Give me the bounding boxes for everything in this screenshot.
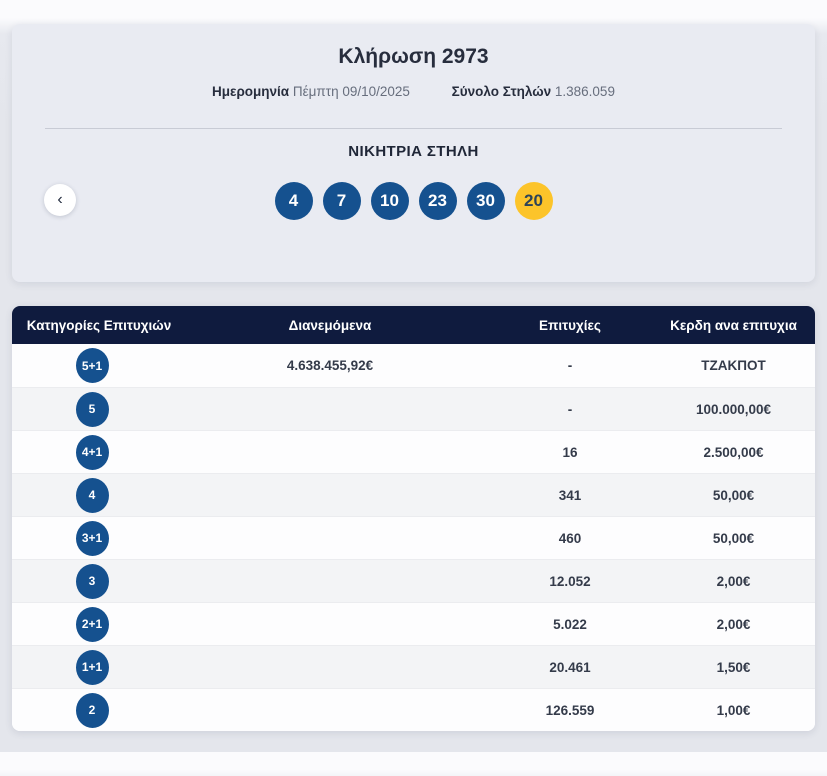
wins-value: - bbox=[567, 358, 573, 373]
header-prize: Κερδη ανα επιτυχια bbox=[670, 317, 797, 333]
table-row: 4+1 16 2.500,00€ bbox=[12, 430, 815, 473]
previous-draw-button[interactable]: ‹ bbox=[44, 184, 76, 216]
category-badge: 2 bbox=[75, 692, 109, 728]
wins-value: 5.022 bbox=[553, 616, 587, 632]
table-row: 2 126.559 1,00€ bbox=[12, 688, 815, 731]
draw-date: Ημερομηνία Πέμπτη 09/10/2025 bbox=[212, 84, 410, 100]
category-badge: 1+1 bbox=[75, 649, 109, 685]
table-row: 1+1 20.461 1,50€ bbox=[12, 645, 815, 688]
winning-column-title: ΝΙΚΗΤΡΙΑ ΣΤΗΛΗ bbox=[348, 143, 479, 160]
prize-value: 2.500,00€ bbox=[703, 444, 764, 460]
header-wins: Επιτυχίες bbox=[539, 317, 601, 333]
winning-number-ball: 10 bbox=[370, 182, 409, 220]
prize-value: 1,00€ bbox=[716, 702, 751, 718]
winning-number-ball: 30 bbox=[466, 182, 505, 220]
prize-value: 2,00€ bbox=[716, 573, 751, 589]
table-header-row: Κατηγορίες Επιτυχιών Διανεμόμενα Επιτυχί… bbox=[12, 306, 815, 344]
prize-value: 100.000,00€ bbox=[695, 401, 772, 417]
table-row: 5+1 4.638.455,92€ - ΤΖΑΚΠΟΤ bbox=[12, 344, 815, 387]
draw-meta: Ημερομηνία Πέμπτη 09/10/2025 Σύνολο Στηλ… bbox=[12, 84, 815, 100]
table-body: 5+1 4.638.455,92€ - ΤΖΑΚΠΟΤ 5 - 100.000,… bbox=[12, 344, 815, 731]
total-columns: Σύνολο Στηλών 1.386.059 bbox=[452, 84, 615, 100]
wins-value: - bbox=[567, 401, 573, 417]
date-label: Ημερομηνία bbox=[212, 84, 290, 99]
prize-categories-table: Κατηγορίες Επιτυχιών Διανεμόμενα Επιτυχί… bbox=[12, 306, 815, 731]
table-row: 2+1 5.022 2,00€ bbox=[12, 602, 815, 645]
distributed-value: 4.638.455,92€ bbox=[286, 358, 374, 373]
category-badge: 5+1 bbox=[75, 348, 109, 383]
table-row: 5 - 100.000,00€ bbox=[12, 387, 815, 430]
winning-number-ball: 4 bbox=[274, 182, 313, 220]
category-badge: 2+1 bbox=[75, 606, 109, 642]
prize-value: 50,00€ bbox=[712, 530, 755, 546]
wins-value: 126.559 bbox=[545, 702, 595, 718]
category-badge: 3+1 bbox=[75, 520, 109, 556]
draw-summary-card: Κλήρωση 2973 Ημερομηνία Πέμπτη 09/10/202… bbox=[12, 24, 815, 282]
divider bbox=[45, 128, 782, 129]
table-row: 3 12.052 2,00€ bbox=[12, 559, 815, 602]
category-badge: 4 bbox=[75, 477, 109, 513]
joker-ball: 20 bbox=[514, 182, 553, 220]
total-columns-label: Σύνολο Στηλών bbox=[451, 84, 552, 99]
winning-numbers-row: 4 7 10 23 30 20 bbox=[12, 182, 815, 220]
table-row: 3+1 460 50,00€ bbox=[12, 516, 815, 559]
winning-number-ball: 7 bbox=[322, 182, 361, 220]
winning-number-ball: 23 bbox=[418, 182, 457, 220]
header-categories: Κατηγορίες Επιτυχιών bbox=[26, 317, 172, 333]
header-distributed: Διανεμόμενα bbox=[288, 317, 372, 333]
wins-value: 20.461 bbox=[549, 659, 591, 675]
category-badge: 4+1 bbox=[75, 434, 109, 470]
wins-value: 16 bbox=[562, 444, 578, 460]
prize-value: ΤΖΑΚΠΟΤ bbox=[701, 358, 766, 373]
category-badge: 3 bbox=[75, 563, 109, 599]
wins-value: 12.052 bbox=[549, 573, 591, 589]
wins-value: 460 bbox=[558, 530, 582, 546]
draw-title: Κλήρωση 2973 bbox=[338, 45, 489, 68]
prize-value: 2,00€ bbox=[716, 616, 751, 632]
wins-value: 341 bbox=[558, 487, 582, 503]
chevron-left-icon: ‹ bbox=[57, 191, 63, 208]
total-columns-value: 1.386.059 bbox=[554, 84, 615, 99]
prize-value: 50,00€ bbox=[712, 487, 755, 503]
date-value: Πέμπτη 09/10/2025 bbox=[292, 84, 410, 99]
table-row: 4 341 50,00€ bbox=[12, 473, 815, 516]
prize-value: 1,50€ bbox=[716, 659, 751, 675]
category-badge: 5 bbox=[75, 391, 109, 427]
